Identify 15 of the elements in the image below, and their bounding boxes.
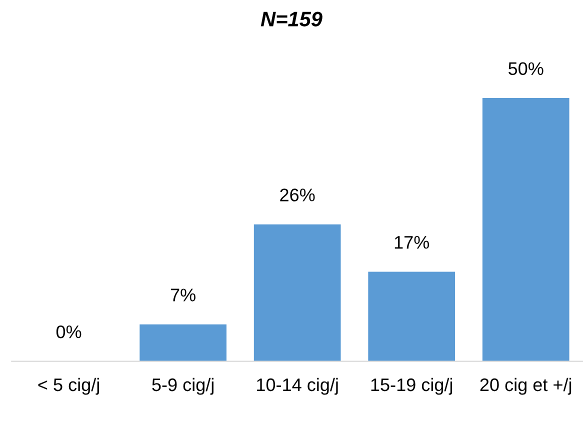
chart-title: N=159	[260, 12, 322, 26]
bar	[482, 98, 570, 362]
bar	[368, 272, 456, 362]
data-label: 50%	[508, 62, 544, 76]
x-tick-label: 20 cig et +/j	[480, 378, 572, 395]
x-tick-label: 5-9 cig/j	[152, 378, 214, 395]
x-tick-label: 15-19 cig/j	[371, 378, 452, 395]
x-tick-label: < 5 cig/j	[38, 378, 99, 395]
data-label: 26%	[280, 188, 315, 202]
data-label: 17%	[394, 236, 430, 249]
x-tick-label: 10-14 cig/j	[257, 378, 338, 395]
data-label: 7%	[170, 288, 196, 302]
bar	[254, 224, 341, 362]
bar	[140, 324, 226, 362]
data-label: 0%	[56, 325, 82, 338]
